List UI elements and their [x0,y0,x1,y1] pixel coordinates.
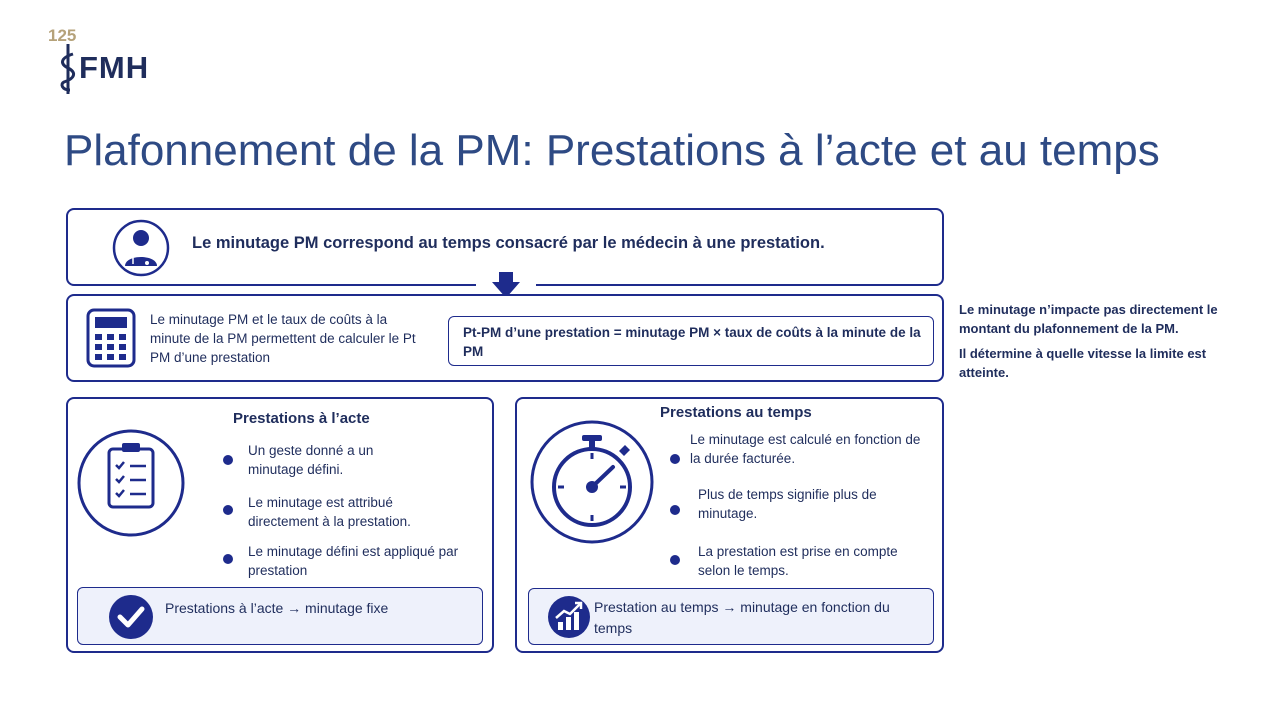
formula-text: Pt-PM d’une prestation = minutage PM × t… [463,325,921,359]
bullet-text: Le minutage est calculé en fonction de l… [690,432,921,466]
top-statement-text: Le minutage PM correspond au temps consa… [192,234,825,252]
panel-prestations-temps: Prestations au temps Le minutage est cal… [515,397,944,653]
bullet-dot [670,505,680,515]
bullet-dot [670,454,680,464]
calculation-box: Le minutage PM et le taux de coûts à la … [66,294,944,382]
bullet-text: Le minutage défini est appliqué par pres… [248,544,459,578]
page-title: Plafonnement de la PM: Prestations à l’a… [64,126,1160,175]
clipboard-checklist-icon [77,429,185,537]
bullet-dot [670,555,680,565]
side-note: Il détermine à quelle vitesse la limite … [959,346,1207,380]
checkmark-icon [109,595,153,639]
summary-box: Prestations à l’acte → minutage fixe [77,587,483,645]
bullet-dot [223,505,233,515]
summary-box: Prestation au temps → minutage en foncti… [528,588,934,645]
logo-wordmark: FMH [79,50,150,85]
bullet-text: Un geste donné a un minutage défini. [248,443,374,477]
panel-title: Prestations au temps [660,404,812,421]
logo-anniversary-number: 125 [48,26,77,45]
panel-title: Prestations à l’acte [233,410,370,427]
bullet-dot [223,554,233,564]
growth-chart-icon [548,596,590,638]
bullet-dot [223,455,233,465]
calculation-description: Le minutage PM et le taux de coûts à la … [150,312,416,365]
bullet-text: Plus de temps signifie plus de minutage. [698,487,877,521]
side-note: Le minutage n’impacte pas directement le… [959,302,1218,336]
bullet-text: Le minutage est attribué directement à l… [248,495,411,529]
summary-text: Prestation au temps → minutage en foncti… [594,599,890,636]
summary-text: Prestations à l’acte → minutage fixe [165,600,389,616]
doctor-icon [112,219,170,277]
formula-box: Pt-PM d’une prestation = minutage PM × t… [448,316,934,366]
bullet-text: La prestation est prise en compte selon … [698,544,898,578]
calculator-icon [86,308,136,368]
stopwatch-icon [530,420,654,544]
panel-prestations-acte: Prestations à l’acte Un geste donné a un… [66,397,494,653]
staff-of-asclepius-icon [60,44,75,94]
